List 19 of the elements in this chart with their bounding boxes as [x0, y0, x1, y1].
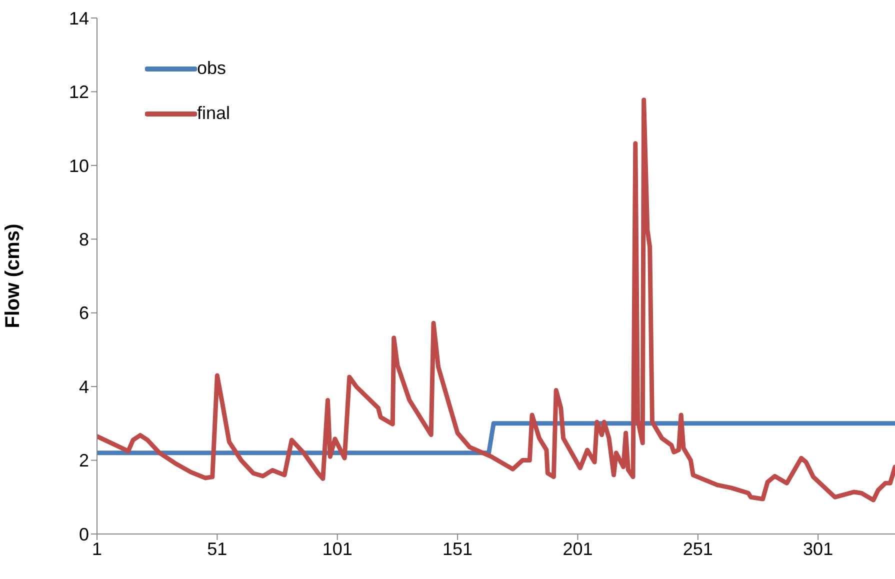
y-tick-label: 4	[78, 376, 89, 397]
y-tick-label: 6	[78, 303, 89, 324]
y-tick-label: 10	[68, 156, 89, 176]
line-series	[97, 98, 895, 502]
x-tick-label: 201	[562, 538, 593, 559]
y-tick-label: 2	[78, 450, 89, 471]
y-tick-label: 12	[68, 82, 89, 102]
x-tick-label: 1	[92, 538, 102, 559]
legend-label: obs	[197, 58, 226, 79]
x-tick-label: 251	[682, 538, 713, 559]
y-axis-title: Flow (cms)	[2, 224, 24, 328]
y-tick-label: 8	[78, 230, 89, 250]
x-tick-label: 51	[207, 538, 228, 559]
x-tick-label: 301	[803, 538, 834, 559]
x-tick-label: 101	[322, 538, 352, 559]
y-tick-label: 0	[78, 524, 89, 544]
x-tick-label: 151	[442, 538, 473, 559]
legend-label: final	[197, 103, 230, 124]
y-tick-label: 14	[68, 8, 89, 28]
